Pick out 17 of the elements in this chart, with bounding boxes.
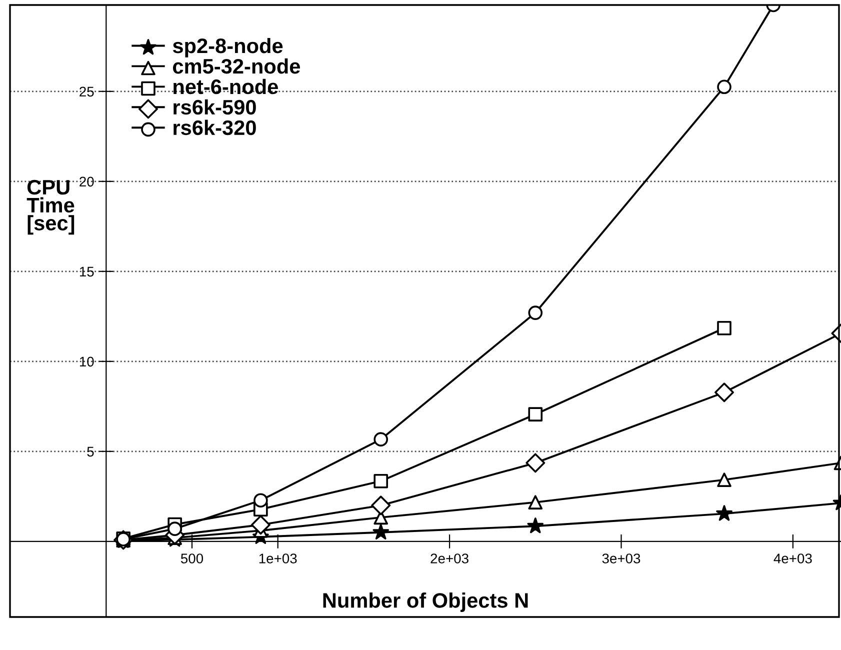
x-axis-title: Number of Objects N bbox=[323, 592, 528, 612]
y-axis-title: CPU Time [sec] bbox=[26, 180, 74, 235]
legend-label: rs6k-590 bbox=[174, 99, 256, 115]
x-tick-label: 4e+03 bbox=[774, 554, 812, 564]
y-tick-label: 5 bbox=[87, 446, 94, 457]
y-tick-label: 15 bbox=[80, 266, 94, 277]
x-tick-label: 500 bbox=[180, 554, 204, 564]
legend-label: sp2-8-node bbox=[172, 38, 283, 58]
legend-label: rs6k-320 bbox=[174, 120, 256, 136]
x-tick-label: 2e+03 bbox=[430, 554, 468, 564]
y-tick-label: 20 bbox=[80, 176, 94, 187]
x-tick-label: 1e+03 bbox=[259, 554, 297, 564]
legend-label: cm5-32-node bbox=[173, 58, 300, 74]
legend-label: net-6-node bbox=[174, 78, 278, 94]
y-tick-label: 10 bbox=[80, 356, 94, 367]
x-tick-label: 3e+03 bbox=[602, 554, 640, 564]
y-tick-label: 25 bbox=[80, 86, 94, 97]
